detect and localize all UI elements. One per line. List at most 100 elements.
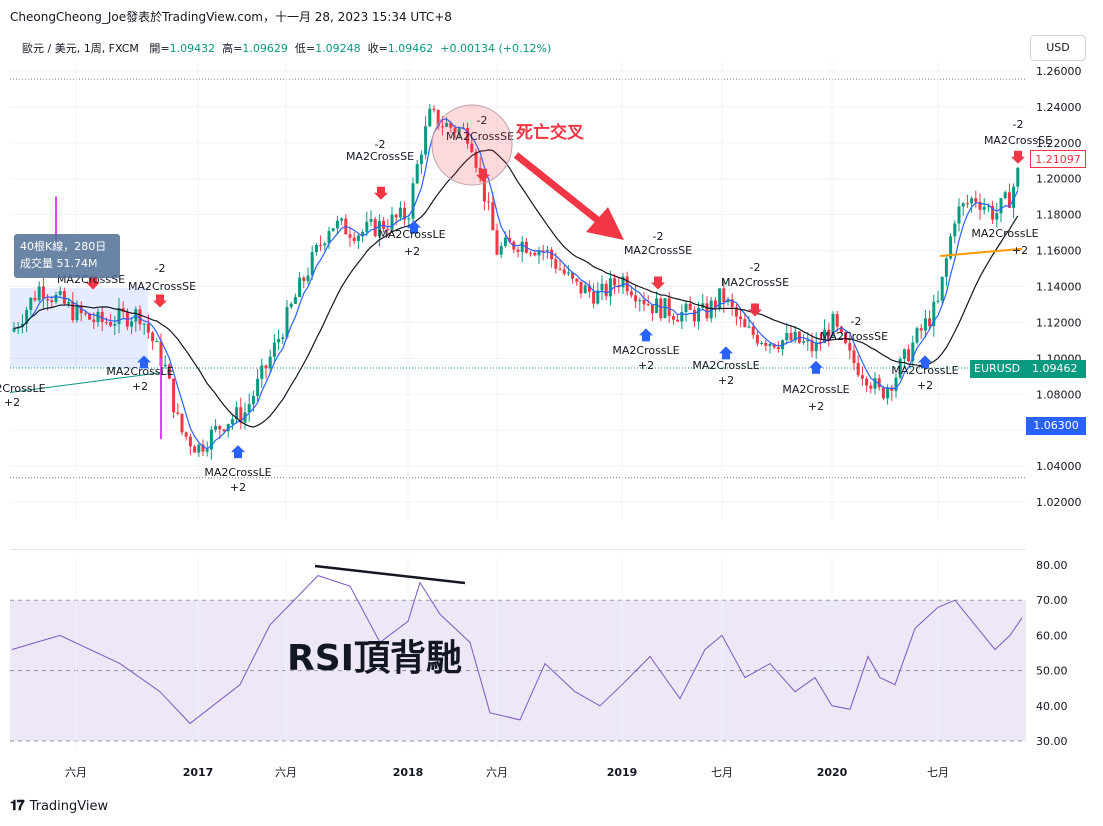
ma-fast-line	[13, 118, 1019, 450]
candle-body	[961, 203, 965, 207]
candle-body	[293, 296, 297, 304]
rsi-tick-label: 80.00	[1036, 559, 1068, 572]
candle-body	[260, 365, 264, 379]
short-signal-label: MA2CrossSE	[346, 150, 414, 163]
candle-body	[739, 316, 743, 320]
candle-body	[398, 207, 402, 218]
tradingview-logo[interactable]: 𝟏𝟕 TradingView	[10, 798, 108, 814]
candle-body	[932, 301, 936, 327]
candle-body	[377, 220, 381, 237]
candle-body	[592, 291, 596, 304]
candle-body	[247, 404, 251, 413]
long-signal-qty: +2	[1012, 244, 1028, 257]
candle-body	[277, 338, 281, 343]
candle-body	[949, 236, 953, 259]
candle-body	[789, 333, 793, 341]
candle-body	[172, 378, 176, 413]
candle-body	[1003, 192, 1007, 199]
candle-body	[579, 281, 583, 294]
candle-body	[130, 321, 134, 327]
symbol-name[interactable]: 歐元 / 美元, 1周, FXCM	[22, 42, 139, 55]
candle-body	[180, 413, 184, 433]
time-axis-label: 2019	[607, 766, 638, 779]
long-signal-arrow	[231, 445, 245, 459]
candle-body	[755, 335, 759, 344]
candle-body	[676, 319, 680, 322]
candle-body	[113, 324, 117, 326]
short-signal-arrow	[86, 276, 100, 290]
price-tick-label: 1.22000	[1036, 137, 1082, 150]
pane-divider[interactable]	[10, 549, 1026, 550]
long-signal-qty: +2	[808, 400, 824, 413]
candle-body	[369, 219, 373, 222]
rsi-tick-label: 60.00	[1036, 629, 1068, 642]
candle-body	[390, 214, 394, 230]
long-signal-label: MA2CrossLE	[0, 382, 46, 395]
candle-body	[54, 294, 58, 303]
candle-body	[365, 221, 369, 232]
candle-body	[449, 122, 453, 128]
candle-body	[919, 328, 923, 331]
candle-body	[663, 298, 667, 319]
short-signal-label: MA2CrossSE	[128, 280, 196, 293]
candle-body	[621, 276, 625, 288]
candle-body	[554, 259, 558, 269]
high-label: 高=	[222, 42, 243, 55]
short-signal-arrow	[476, 168, 490, 182]
candle-body	[491, 202, 495, 231]
candle-body	[474, 152, 478, 168]
candle-body	[634, 295, 638, 302]
candle-body	[667, 298, 671, 317]
candle-body	[692, 309, 696, 322]
short-signal-label: MA2CrossSE	[446, 130, 514, 143]
candle-body	[600, 283, 604, 291]
candle-body	[41, 286, 45, 299]
candle-body	[915, 328, 919, 343]
short-signal-qty: -2	[155, 262, 166, 275]
candle-body	[562, 269, 566, 274]
candle-body	[151, 332, 155, 342]
short-signal-arrow	[651, 276, 665, 290]
currency-button[interactable]: USD	[1030, 35, 1086, 61]
candle-body	[785, 333, 789, 341]
candle-body	[289, 303, 293, 308]
long-signal-qty: +2	[917, 379, 933, 392]
candle-body	[268, 356, 272, 369]
candle-body	[445, 122, 449, 127]
open-value: 1.09432	[169, 42, 216, 55]
candle-body	[411, 183, 415, 219]
candle-body	[881, 387, 885, 399]
candle-body	[272, 342, 276, 357]
candle-body	[394, 214, 398, 218]
candle-body	[587, 285, 591, 292]
candle-body	[613, 278, 617, 286]
candle-body	[25, 309, 29, 324]
short-signal-qty: -2	[653, 230, 664, 243]
candle-body	[495, 230, 499, 255]
candle-body	[793, 331, 797, 341]
candle-body	[902, 349, 906, 359]
long-signal-qty: +2	[132, 380, 148, 393]
candle-body	[75, 305, 79, 321]
short-signal-label: MA2CrossSE	[984, 134, 1052, 147]
candle-body	[29, 297, 33, 310]
candle-body	[508, 237, 512, 242]
candle-body	[302, 277, 306, 281]
volume-tooltip-range: 40根K線，280日	[20, 240, 107, 253]
death-cross-label: 死亡交叉	[516, 122, 585, 143]
candle-body	[839, 326, 843, 333]
candle-body	[503, 237, 507, 247]
short-signal-arrow	[374, 186, 388, 200]
candle-body	[205, 449, 209, 452]
candle-body	[436, 109, 440, 127]
candle-body	[743, 319, 747, 328]
low-price-tag: 1.06300	[1026, 417, 1086, 435]
candle-body	[923, 318, 927, 331]
candle-body	[844, 332, 848, 344]
candle-body	[424, 126, 428, 155]
candle-body	[335, 220, 339, 229]
close-label: 收=	[367, 42, 388, 55]
candle-body	[835, 314, 839, 327]
rsi-divergence-label: RSI頂背馳	[287, 638, 462, 679]
